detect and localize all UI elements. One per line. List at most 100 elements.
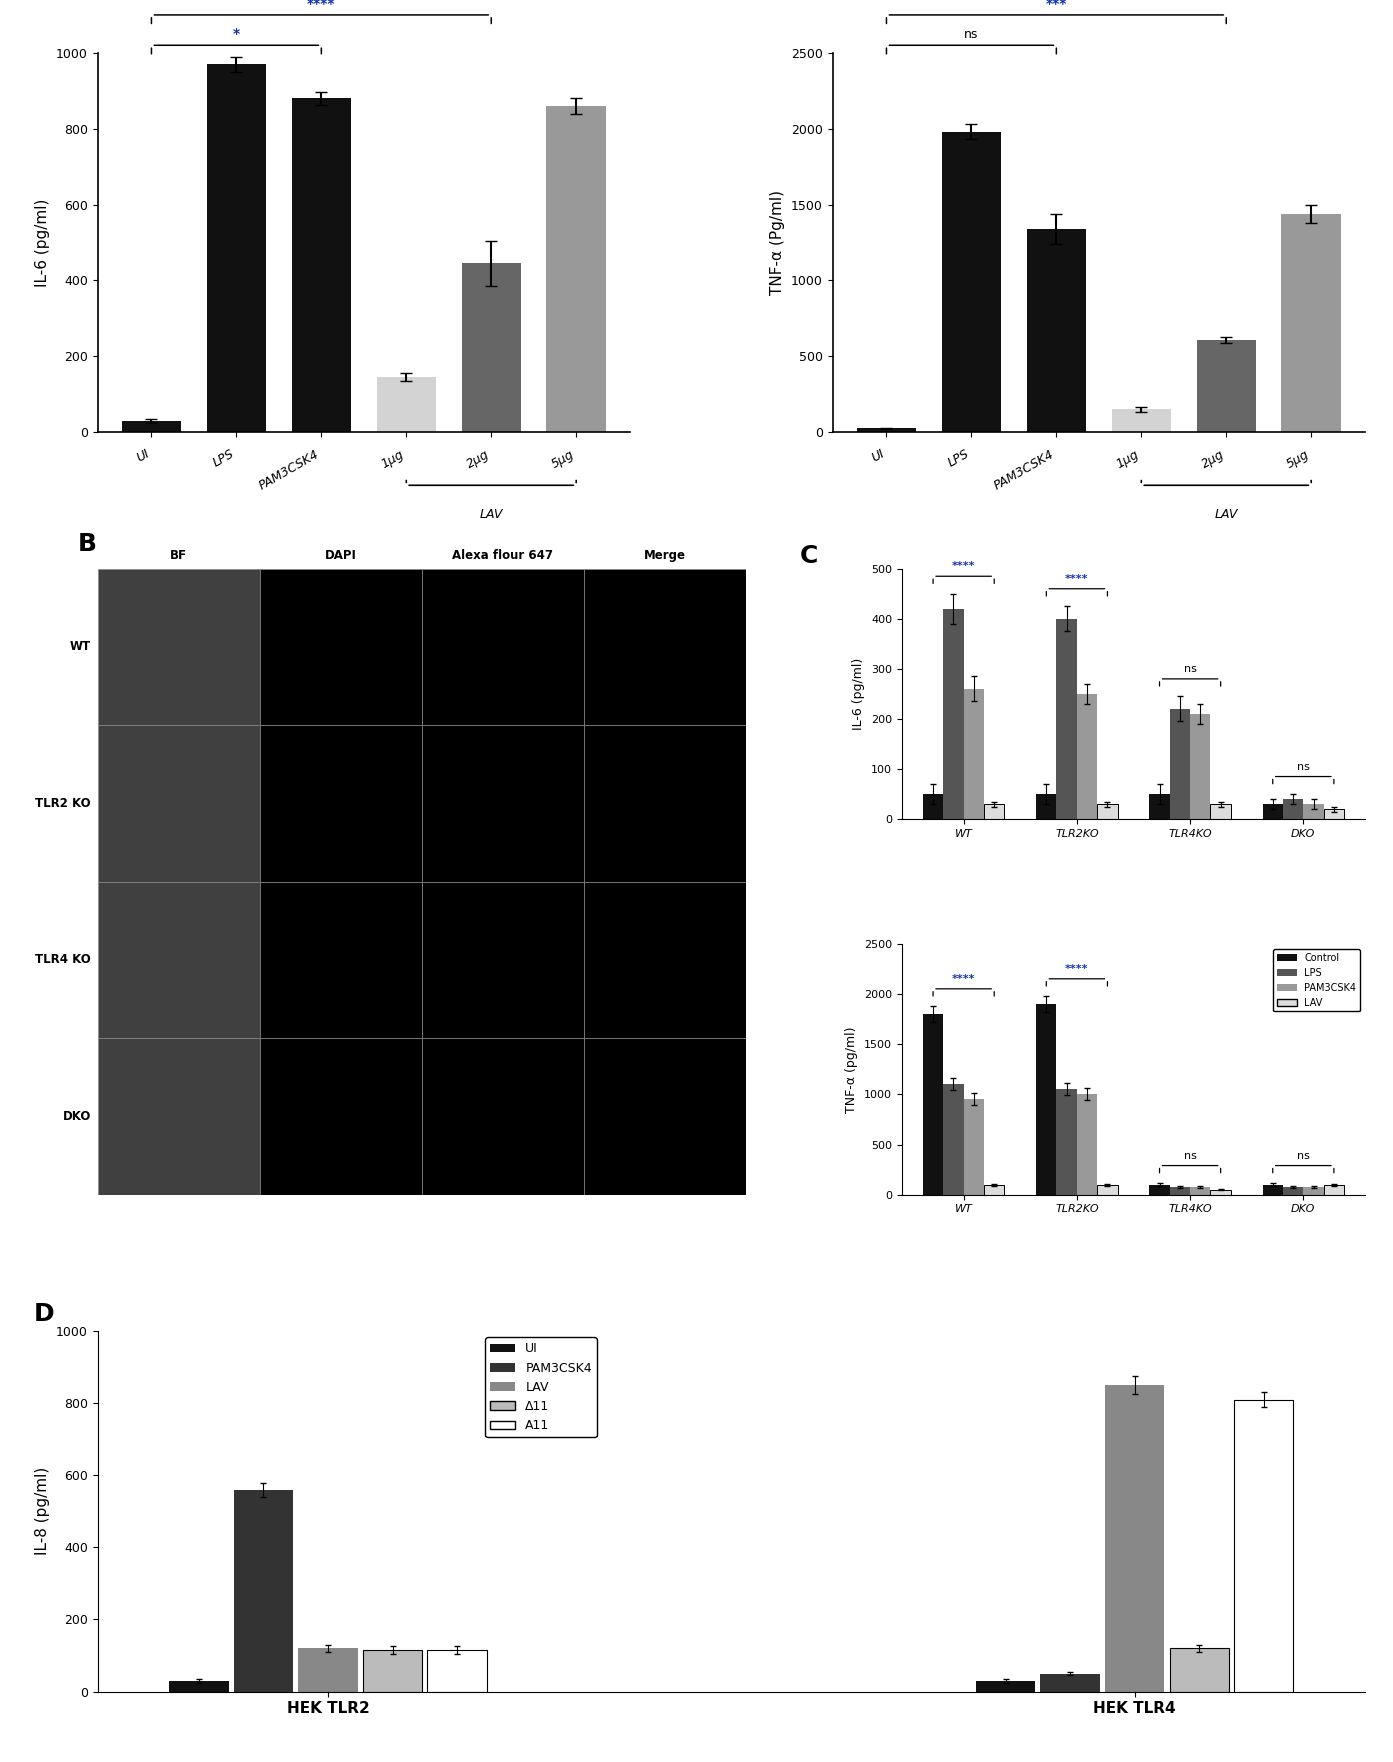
Bar [943, 1084, 964, 1195]
Text: ****: **** [951, 562, 975, 571]
Bar [1149, 795, 1170, 819]
Bar [1283, 798, 1304, 819]
Bar [1283, 1186, 1304, 1195]
Bar [1234, 1399, 1294, 1692]
Text: LPS: LPS [210, 448, 237, 470]
Bar [259, 726, 422, 881]
Text: LAV: LAV [479, 507, 503, 522]
Bar [924, 795, 943, 819]
Text: Alexa flour 647: Alexa flour 647 [453, 550, 553, 562]
Bar [98, 1038, 259, 1195]
Bar [1197, 340, 1256, 432]
Text: 5μg: 5μg [1284, 448, 1311, 470]
Text: TLR2 KO: TLR2 KO [35, 796, 91, 811]
Text: 2μg: 2μg [464, 448, 492, 470]
Bar [1098, 1184, 1117, 1195]
Bar [1170, 1186, 1190, 1195]
Bar [943, 610, 964, 819]
Bar [1304, 1186, 1323, 1195]
Bar [1027, 229, 1087, 432]
Bar [362, 1649, 422, 1692]
Bar [1190, 1186, 1211, 1195]
Bar [1262, 803, 1283, 819]
Bar [1077, 694, 1098, 819]
Bar [461, 263, 521, 432]
Text: ns: ns [1297, 761, 1309, 772]
Text: ****: **** [306, 0, 336, 11]
Bar [422, 569, 584, 726]
Y-axis label: IL-6 (pg/ml): IL-6 (pg/ml) [35, 199, 50, 287]
Text: *: * [233, 28, 240, 42]
Bar [98, 726, 259, 881]
Bar [428, 1649, 486, 1692]
Bar [584, 881, 747, 1038]
Bar [422, 881, 584, 1038]
Bar [1149, 1184, 1170, 1195]
Bar [1262, 1184, 1283, 1195]
Bar [584, 1038, 747, 1195]
Text: ****: **** [1066, 574, 1088, 583]
Bar [584, 726, 747, 881]
Bar [1098, 803, 1117, 819]
Bar [857, 428, 917, 432]
Bar [98, 569, 259, 726]
Bar [1211, 803, 1231, 819]
Bar [1304, 803, 1323, 819]
Bar [1282, 213, 1341, 432]
Bar [234, 1489, 293, 1692]
Bar [259, 569, 422, 726]
Bar [584, 569, 747, 726]
Text: 1μg: 1μg [379, 448, 407, 470]
Legend: Control, LPS, PAM3CSK4, LAV: Control, LPS, PAM3CSK4, LAV [1273, 950, 1361, 1011]
Bar [983, 803, 1004, 819]
Bar [1036, 1004, 1056, 1195]
Bar [1170, 708, 1190, 819]
Bar [1041, 1674, 1100, 1692]
Bar [924, 1015, 943, 1195]
Bar [206, 63, 266, 432]
Bar [1170, 1647, 1229, 1692]
Bar [1112, 409, 1172, 432]
Bar [1056, 1089, 1077, 1195]
Text: C: C [800, 544, 818, 567]
Bar [1036, 795, 1056, 819]
Text: Merge: Merge [644, 550, 687, 562]
Bar [1211, 1189, 1231, 1195]
Bar [259, 881, 422, 1038]
Text: ****: **** [1066, 964, 1088, 974]
Y-axis label: TNF-α (pg/ml): TNF-α (pg/ml) [846, 1025, 858, 1112]
Bar [976, 1681, 1035, 1692]
Bar [259, 1038, 422, 1195]
Bar [1190, 714, 1211, 819]
Bar [1077, 1094, 1098, 1195]
Bar [1323, 1184, 1344, 1195]
Bar [964, 1099, 983, 1195]
Text: ns: ns [1297, 1151, 1309, 1161]
Text: 1μg: 1μg [1114, 448, 1141, 470]
Bar [546, 106, 606, 432]
Text: LAV: LAV [1215, 507, 1238, 522]
Text: ns: ns [1184, 664, 1197, 673]
Text: ***: *** [1046, 0, 1067, 11]
Text: 5μg: 5μg [549, 448, 577, 470]
Text: ns: ns [1184, 1151, 1197, 1161]
Bar [1323, 809, 1344, 819]
Text: LPS: LPS [946, 448, 971, 470]
Y-axis label: IL-6 (pg/ml): IL-6 (pg/ml) [853, 657, 865, 729]
Bar [1105, 1385, 1165, 1692]
Text: 2μg: 2μg [1199, 448, 1226, 470]
Text: D: D [35, 1302, 54, 1327]
Bar [983, 1184, 1004, 1195]
Bar [169, 1681, 228, 1692]
Text: UI: UI [134, 448, 152, 465]
Bar [121, 421, 181, 432]
Text: DKO: DKO [63, 1110, 91, 1122]
Text: WT: WT [70, 640, 91, 654]
Y-axis label: IL-8 (pg/ml): IL-8 (pg/ml) [35, 1468, 50, 1556]
Text: DAPI: DAPI [325, 550, 357, 562]
Text: TLR4 KO: TLR4 KO [35, 953, 91, 966]
Bar [291, 99, 351, 432]
Text: PAM3CSK4: PAM3CSK4 [992, 448, 1056, 492]
Bar [1056, 618, 1077, 819]
Text: UI: UI [869, 448, 886, 465]
